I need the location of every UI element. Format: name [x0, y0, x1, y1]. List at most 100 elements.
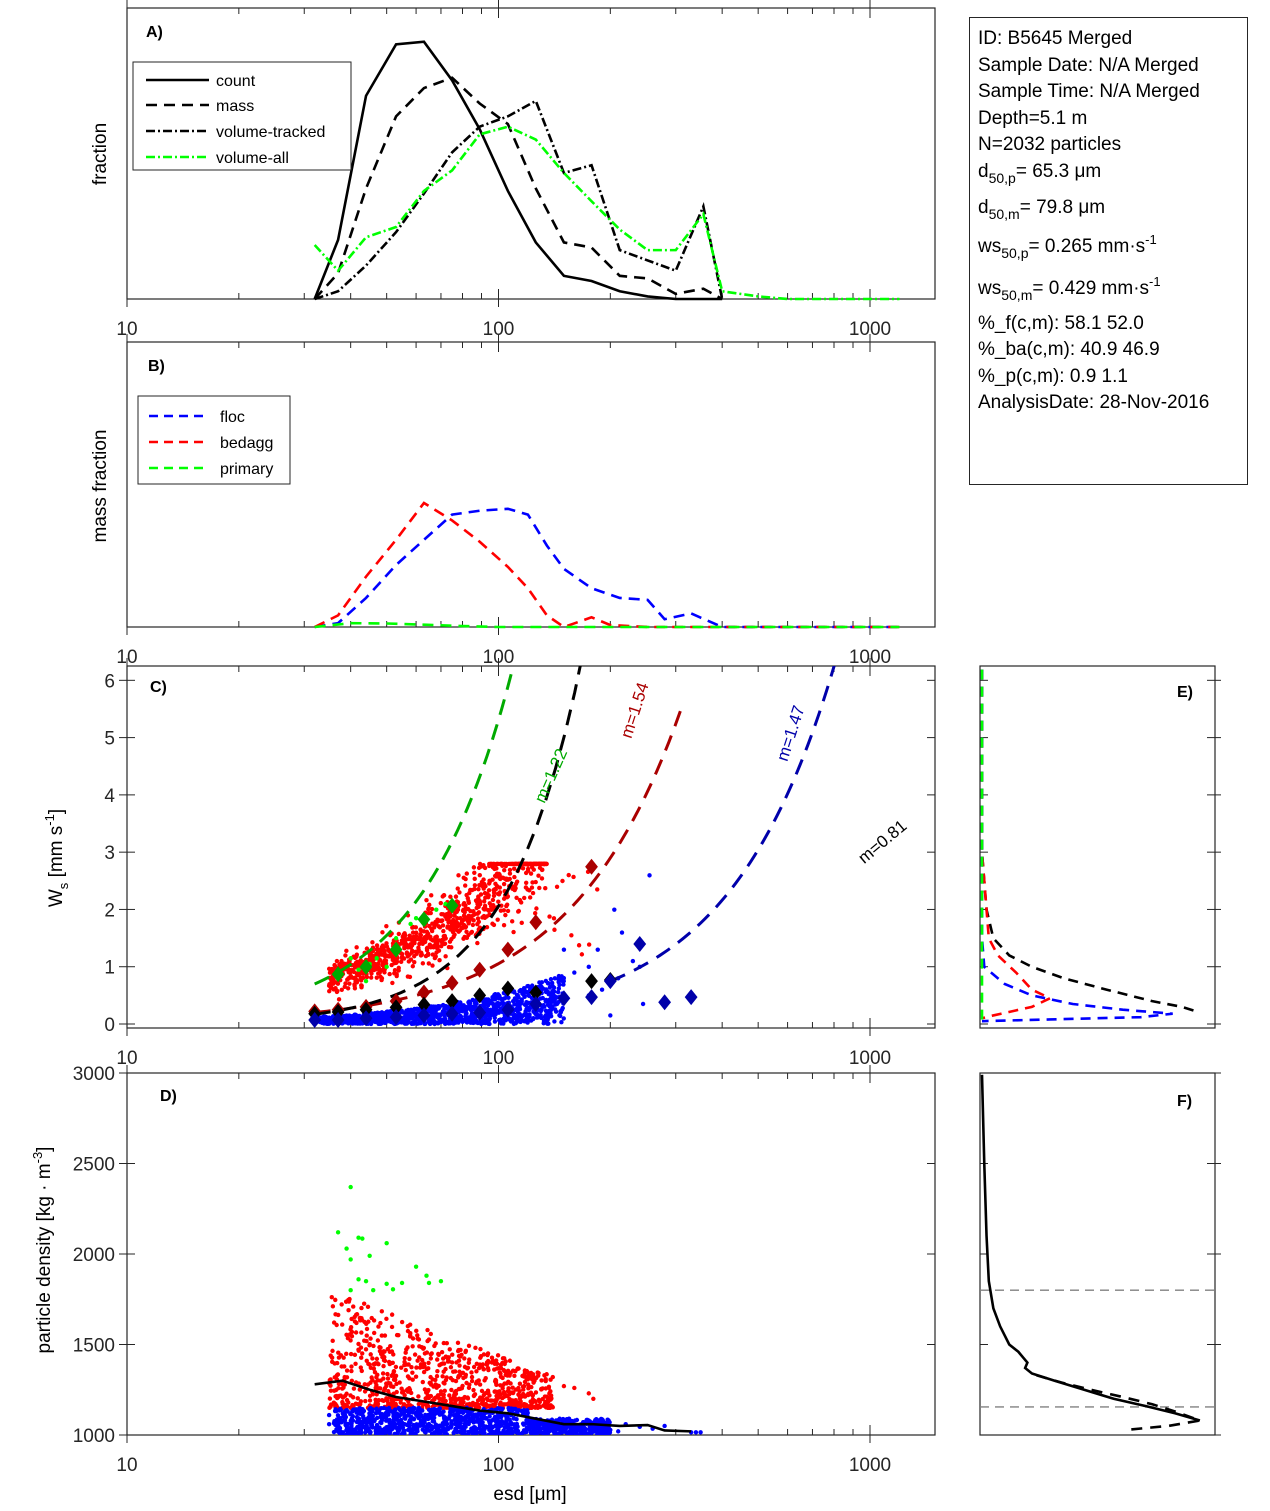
- y-tick-label: 3: [104, 843, 115, 864]
- bedagg-point: [527, 895, 533, 900]
- bedagg-point: [543, 1378, 548, 1384]
- bedagg-point: [372, 1361, 378, 1367]
- bedagg-point: [333, 1312, 338, 1317]
- bedagg-point: [495, 917, 500, 922]
- bedagg-point: [431, 925, 437, 930]
- bedagg-point: [448, 1365, 454, 1370]
- bedagg-point: [415, 1358, 420, 1363]
- bedagg-point: [343, 981, 348, 986]
- floc-point: [468, 1007, 474, 1013]
- bedagg-point: [492, 1367, 497, 1372]
- bedagg-point: [479, 879, 485, 885]
- floc-point: [561, 1016, 566, 1021]
- floc-point: [557, 982, 562, 988]
- y-tick-label: 4: [104, 786, 115, 807]
- bedagg-point: [355, 1396, 360, 1401]
- floc-point: [559, 1430, 565, 1435]
- bedagg-point: [475, 916, 481, 921]
- floc-point: [436, 1426, 441, 1431]
- bedagg-point: [461, 917, 467, 922]
- floc-point: [553, 1431, 559, 1435]
- floc-point: [463, 1014, 468, 1019]
- bedagg-point: [385, 1376, 391, 1381]
- bedagg-point: [371, 1330, 377, 1336]
- bedagg-point: [481, 899, 487, 904]
- primary-point: [356, 967, 361, 972]
- bedagg-point: [539, 876, 545, 881]
- bedagg-point: [482, 1378, 487, 1383]
- floc-point: [543, 1013, 548, 1018]
- bedagg-point: [539, 861, 544, 867]
- bedagg-point: [554, 884, 560, 889]
- info-sample-time: Sample Time: N/A Merged: [978, 81, 1200, 102]
- floc-point: [392, 1407, 398, 1412]
- bedagg-point: [551, 916, 557, 921]
- bedagg-point: [435, 1394, 440, 1399]
- floc-point: [489, 1424, 495, 1430]
- floc-point: [470, 1431, 476, 1435]
- floc-point: [548, 977, 554, 982]
- bedagg-point: [423, 953, 429, 959]
- sample-info-box: ID: B5645 Merged Sample Date: N/A Merged…: [969, 17, 1248, 485]
- floc-point: [540, 1421, 545, 1426]
- bedagg-point: [469, 1370, 474, 1375]
- floc-point: [490, 994, 495, 1000]
- bedagg-point: [491, 1359, 496, 1364]
- bedagg-point: [476, 919, 481, 925]
- bedagg-point: [374, 1356, 380, 1362]
- floc-point: [430, 1016, 435, 1021]
- floc-point: [550, 1427, 556, 1432]
- y-tick-label: 0: [104, 1015, 115, 1036]
- floc-point: [411, 1405, 416, 1411]
- bedagg-point: [404, 1388, 410, 1393]
- bedagg-point: [525, 866, 531, 872]
- bedagg-point: [517, 1381, 523, 1386]
- floc-point: [401, 1407, 406, 1412]
- primary-point: [363, 1278, 369, 1284]
- bedagg-point: [514, 879, 520, 884]
- primary-point: [348, 1257, 353, 1262]
- bedagg-point: [416, 1394, 421, 1399]
- primary-point: [335, 1230, 341, 1235]
- bedagg-bin-mean-marker: [417, 984, 431, 1001]
- floc-point: [545, 1021, 550, 1026]
- bedagg-point: [456, 1358, 462, 1363]
- floc-point: [411, 1416, 417, 1421]
- floc-point: [551, 989, 557, 994]
- bedagg-point: [501, 1367, 506, 1373]
- panel-a-plot-area: [313, 40, 900, 301]
- floc-bin-mean-marker: [633, 935, 647, 952]
- bedagg-point: [465, 1365, 471, 1371]
- bedagg-point: [328, 1377, 333, 1382]
- bedagg-point: [388, 1381, 393, 1386]
- floc-point: [456, 1412, 461, 1417]
- bedagg-point: [493, 881, 498, 886]
- floc-point: [455, 1006, 460, 1011]
- floc-point: [491, 1417, 496, 1422]
- bedagg-point: [472, 876, 477, 882]
- bedagg-point: [369, 953, 375, 958]
- floc-point: [333, 1422, 338, 1427]
- bedagg-point: [507, 1358, 513, 1363]
- bedagg-point: [420, 1357, 425, 1363]
- bedagg-point: [469, 916, 474, 921]
- bedagg-bin-mean-marker: [585, 858, 598, 875]
- bedagg-point: [543, 885, 548, 891]
- floc-bin-mean-marker: [557, 990, 571, 1007]
- floc-point: [447, 1414, 452, 1419]
- bedagg-point: [421, 1361, 427, 1366]
- bedagg-point: [504, 1381, 509, 1386]
- floc-point: [388, 1408, 394, 1414]
- floc-point: [460, 1417, 466, 1422]
- info-analysis-date: AnalysisDate: 28-Nov-2016: [978, 392, 1210, 413]
- floc-point: [369, 1424, 374, 1429]
- bedagg-point: [434, 1373, 440, 1379]
- bedagg-point: [477, 861, 483, 867]
- bedagg-point: [403, 1350, 408, 1355]
- primary-point: [348, 1184, 353, 1190]
- bedagg-point: [390, 980, 395, 986]
- bedagg-point: [521, 1387, 526, 1392]
- bedagg-point: [409, 1365, 414, 1370]
- bedagg-point: [335, 988, 340, 994]
- bedagg-point: [486, 888, 492, 893]
